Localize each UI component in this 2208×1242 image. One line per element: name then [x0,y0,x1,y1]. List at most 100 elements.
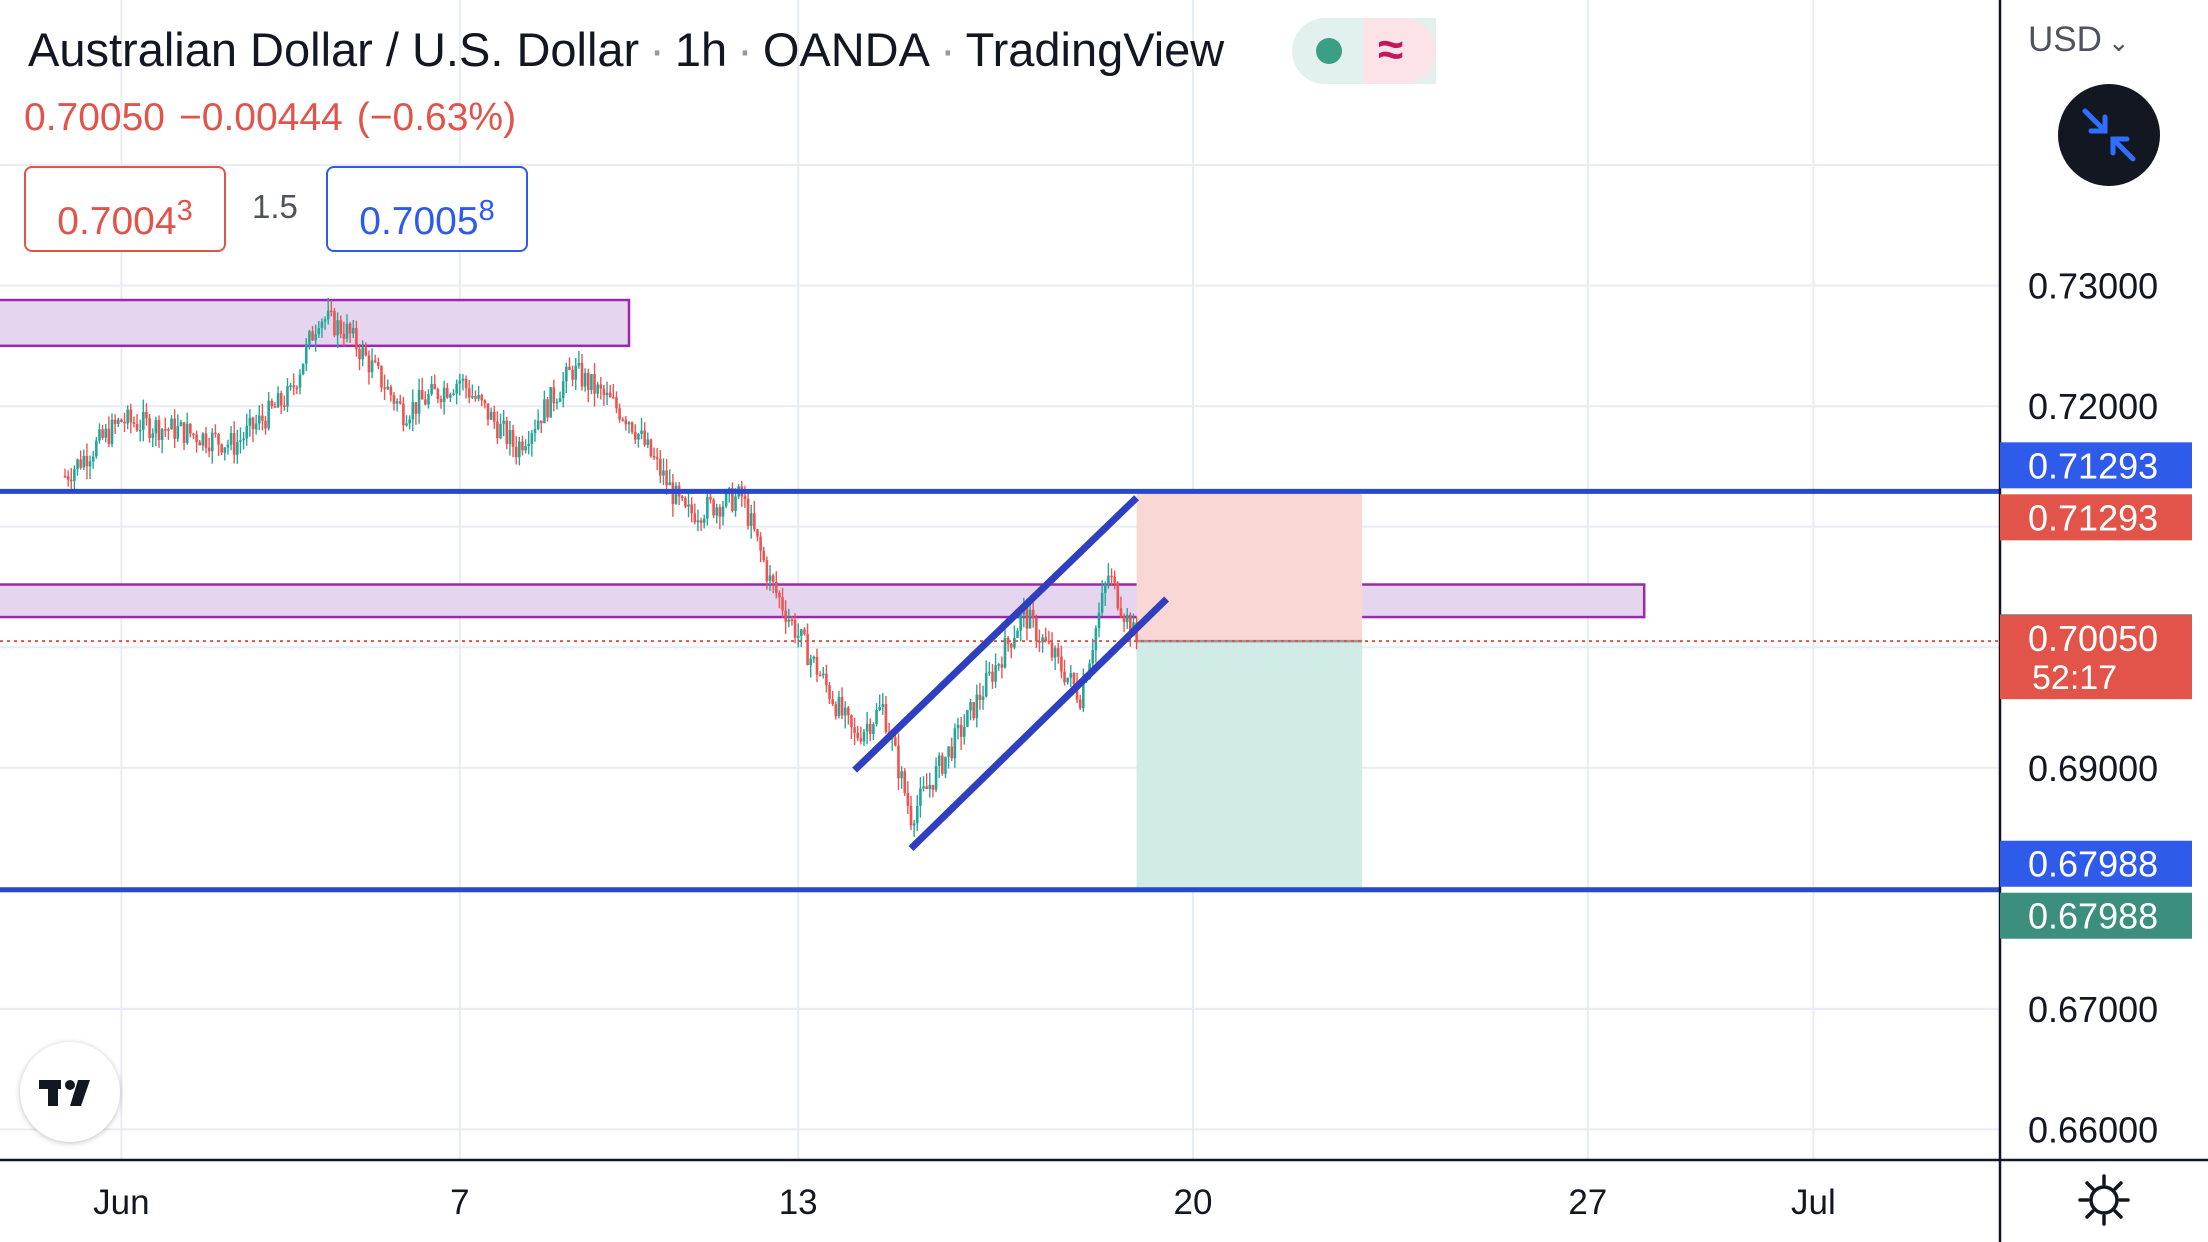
candle-body [759,536,762,551]
candle-body [499,423,502,439]
candle-body [474,395,477,399]
short-position-tool[interactable] [1136,491,1363,890]
candle-body [330,310,333,313]
candle-body [753,513,756,530]
candle-body [342,333,346,339]
time-axis-ticks: Jun 7 13 20 27 Jul [93,1183,1836,1222]
candle-body [405,423,408,426]
candle-body [373,360,377,363]
currency-label: USD [2028,20,2102,59]
candle-body [339,320,343,334]
candle-body [668,482,672,486]
candle-body [815,656,819,675]
candle-body [1072,673,1076,684]
candle-body [116,419,120,424]
candle-body [900,771,903,779]
candle-body [142,411,145,430]
candle-body [828,685,831,700]
candle-body [214,432,217,435]
candle-body [859,738,863,742]
candle-body [480,395,484,401]
candle-body [734,496,737,511]
candle-body [605,392,609,396]
candle-body [721,506,725,517]
candle-body [850,715,853,728]
currency-selector[interactable]: USD ⌄ [2028,20,2130,60]
candle-body [167,429,170,431]
candle-body [947,746,950,757]
candle-body [731,488,734,511]
symbol-name[interactable]: Australian Dollar / U.S. Dollar [28,23,640,76]
candle-body [1060,656,1063,672]
candle-body [464,378,468,389]
candle-body [483,400,487,404]
candle-body [138,429,142,432]
ascending-channel[interactable] [852,495,1170,852]
candle-body [847,707,850,716]
candle-body [680,496,684,499]
candle-body [345,323,349,339]
candle-body [580,362,584,387]
candle-body [897,745,900,779]
candle-body [944,756,947,774]
candle-body [768,575,772,582]
candle-body [790,619,794,622]
candle-body [336,320,339,336]
candle-body [417,389,421,414]
candle-body [574,365,578,380]
candle-body [377,362,380,366]
ask-pip: 8 [478,195,495,227]
candle-body [251,417,255,430]
candle-body [79,459,82,468]
price-change-row: 0.70050 −0.00444 (−0.63%) [24,96,530,140]
candle-body [593,374,596,394]
candle-body [424,399,427,405]
candle-body [76,459,79,470]
candle-body [308,331,311,345]
candle-body [583,372,587,387]
y-tick-label: 0.69000 [2028,748,2158,789]
bid-pip: 3 [176,195,193,227]
candle-body [659,458,662,476]
candle-body [189,423,192,434]
grid-lines [0,0,2000,1160]
candle-body [962,726,966,737]
candle-body [304,344,308,364]
candle-body [398,401,402,404]
candle-body [706,496,709,519]
candle-body [821,673,825,676]
candle-body [652,456,656,458]
candle-body [192,433,195,436]
candle-body [997,664,1001,666]
candle-body [505,420,509,445]
candle-body [151,433,155,439]
candle-body [640,430,643,434]
candle-body [868,723,872,734]
candle-body [239,440,242,442]
candle-body [301,363,305,375]
exit-fullscreen-button[interactable] [2058,84,2160,186]
buy-button[interactable]: 0.70058 [326,166,528,252]
candle-body [207,447,211,452]
interval[interactable]: 1h [674,23,728,76]
price-change-pct: (−0.63%) [356,96,517,139]
candle-body [1063,671,1066,683]
candle-body [978,694,982,700]
candle-body [73,469,76,482]
candle-body [875,710,878,725]
gear-icon[interactable] [2076,1172,2132,1228]
candle-body [693,513,697,523]
tradingview-logo[interactable] [20,1042,120,1142]
candle-body [1122,616,1126,623]
horizontal-lines[interactable] [0,488,2000,893]
sell-button[interactable]: 0.70043 [24,166,226,252]
price-label-bg [2000,840,2192,887]
candle-body [633,432,637,440]
indicator-pill[interactable] [1364,18,1436,84]
candle-body [69,479,73,482]
candle-body [452,393,455,395]
candle-body [831,699,834,705]
candle-body [110,419,114,445]
candle-body [915,805,919,824]
